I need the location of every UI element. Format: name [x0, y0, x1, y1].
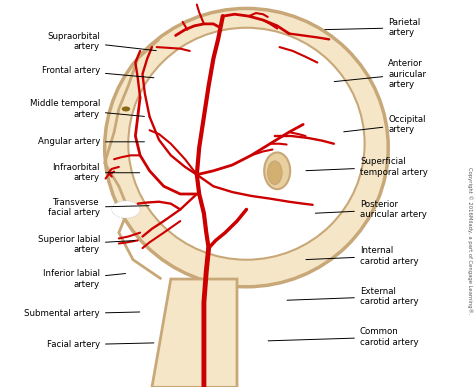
- Text: Internal
carotid artery: Internal carotid artery: [306, 246, 419, 265]
- Text: Facial artery: Facial artery: [47, 340, 154, 349]
- Text: Copyright © 2016Milady, a part of Cengage Learning®.: Copyright © 2016Milady, a part of Cengag…: [467, 166, 473, 314]
- Ellipse shape: [122, 106, 130, 111]
- Polygon shape: [152, 279, 237, 387]
- Text: Supraorbital
artery: Supraorbital artery: [47, 31, 156, 51]
- Text: Superior labial
artery: Superior labial artery: [37, 235, 135, 254]
- Ellipse shape: [268, 161, 282, 184]
- Text: Submental artery: Submental artery: [24, 309, 140, 318]
- Text: External
carotid artery: External carotid artery: [287, 287, 419, 306]
- Text: Anterior
auricular
artery: Anterior auricular artery: [334, 59, 426, 89]
- Text: Transverse
facial artery: Transverse facial artery: [48, 198, 149, 217]
- Text: Infraorbital
artery: Infraorbital artery: [53, 163, 140, 182]
- Text: Posterior
auricular artery: Posterior auricular artery: [315, 200, 427, 219]
- Text: Superficial
temporal artery: Superficial temporal artery: [306, 157, 428, 177]
- Text: Parietal
artery: Parietal artery: [325, 18, 420, 38]
- Text: Middle temporal
artery: Middle temporal artery: [29, 99, 145, 119]
- Text: Occipital
artery: Occipital artery: [344, 115, 426, 134]
- Text: Angular artery: Angular artery: [37, 137, 145, 146]
- Ellipse shape: [112, 201, 140, 218]
- Text: Inferior labial
artery: Inferior labial artery: [43, 269, 126, 289]
- Ellipse shape: [264, 152, 290, 189]
- Ellipse shape: [128, 28, 365, 260]
- Text: Common
carotid artery: Common carotid artery: [268, 327, 419, 347]
- Text: Frontal artery: Frontal artery: [42, 66, 154, 78]
- Ellipse shape: [105, 9, 388, 287]
